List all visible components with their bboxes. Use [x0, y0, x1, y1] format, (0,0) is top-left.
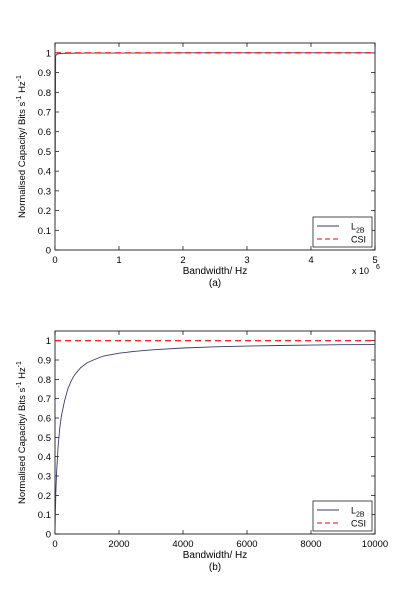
y-tick-label: 1	[46, 48, 51, 59]
y-tick-label: 0.8	[38, 375, 51, 386]
plot-frame	[54, 330, 376, 535]
y-tick-label: 1	[46, 336, 51, 347]
y-tick-label: 0.3	[38, 472, 51, 483]
x-tick-label: 2	[180, 255, 185, 266]
plot-frame	[54, 42, 376, 251]
x-multiplier: x 10	[352, 266, 369, 276]
y-tick-label: 0.1	[38, 510, 51, 521]
y-tick-label: 0.4	[38, 452, 51, 463]
x-axis-label: Bandwidth/ Hz	[183, 550, 247, 561]
y-tick-label: 0.8	[38, 88, 51, 99]
x-multiplier-exponent: 6	[376, 264, 380, 271]
chart-a: 0 0.1 0.2 0.3 0.4 0.5 0.6 0.7 0.8 0.9 1 0 1 2 3 4 5x 10 6…	[16, 42, 380, 289]
y-tick-label: 0.2	[38, 491, 51, 502]
x-tick-label: 2000	[108, 539, 129, 550]
y-tick-label: 0.1	[38, 226, 51, 237]
x-tick-label: 5	[372, 255, 377, 266]
x-tick-label: 6000	[236, 539, 257, 550]
x-tick-label: 0	[52, 255, 57, 266]
y-tick-label: 0.7	[38, 108, 51, 119]
y-tick-label: 0.5	[38, 147, 51, 158]
legend-box	[312, 216, 373, 248]
y-tick-label: 0.7	[38, 394, 51, 405]
y-tick-label: 0.3	[38, 186, 51, 197]
y-tick-label: 0.6	[38, 127, 51, 138]
x-tick-label: 0	[52, 539, 57, 550]
y-tick-label: 0.9	[38, 356, 51, 367]
y-axis-label: Normalised Capacity/ Bits s-1 Hz-1	[16, 361, 28, 504]
y-tick-label: 0.6	[38, 414, 51, 425]
subfigure-caption: (b)	[209, 562, 221, 573]
y-axis-label: Normalised Capacity/ Bits s-1 Hz-1	[16, 75, 28, 218]
y-tick-label: 0.4	[38, 167, 51, 178]
y-tick-label: 0	[46, 246, 51, 257]
y-tick-label: 0.2	[38, 206, 51, 217]
x-axis-label: Bandwidth/ Hz	[183, 266, 247, 277]
x-tick-label: 4000	[172, 539, 193, 550]
chart-b: 0 0.1 0.2 0.3 0.4 0.5 0.6 0.7 0.8 0.9 1 0 2000 4000 60…	[16, 330, 388, 573]
x-tick-label: 1	[116, 255, 121, 266]
x-tick-label: 8000	[300, 539, 321, 550]
x-tick-label: 10000	[362, 539, 388, 550]
y-tick-label: 0.5	[38, 433, 51, 444]
y-tick-label: 0.9	[38, 68, 51, 79]
legend-label: CSI	[351, 235, 366, 245]
y-tick-label: 0	[46, 530, 51, 541]
subfigure-caption: (a)	[209, 278, 221, 289]
legend-box	[312, 500, 373, 532]
x-tick-label: 3	[244, 255, 249, 266]
x-tick-label: 4	[308, 255, 313, 266]
legend-label: CSI	[351, 519, 366, 529]
series-line-l2b	[55, 344, 375, 534]
